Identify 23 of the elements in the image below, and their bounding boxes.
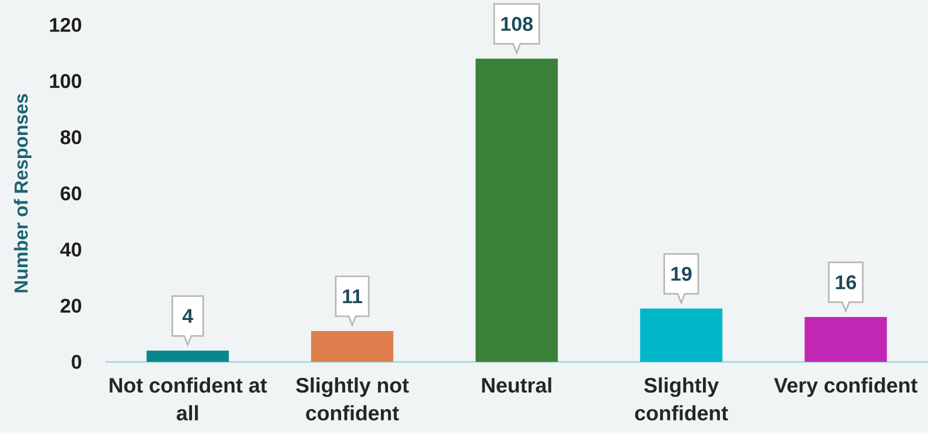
x-tick-label: Slightly not confident — [296, 378, 409, 421]
data-label: 19 — [671, 266, 692, 282]
bar — [476, 58, 558, 362]
x-tick-label: Very confident — [774, 378, 918, 397]
bar — [804, 317, 887, 362]
y-tick-label: 80 — [60, 130, 82, 144]
y-tick-label: 20 — [60, 298, 82, 313]
bar — [311, 331, 394, 362]
data-label: 4 — [182, 309, 194, 323]
data-label: 16 — [836, 275, 856, 290]
data-label: 108 — [501, 17, 533, 32]
bar — [640, 308, 722, 362]
x-tick-label: Slightly confident — [635, 378, 728, 421]
data-label: 11 — [342, 290, 362, 304]
y-tick-label: 120 — [50, 18, 82, 32]
y-tick-label: 100 — [50, 74, 82, 88]
y-tick-label: 40 — [60, 242, 82, 257]
y-tick-label: 60 — [60, 186, 82, 201]
bar — [146, 350, 229, 362]
y-axis-title: Number of Responses — [14, 94, 32, 292]
y-tick-label: 0 — [72, 355, 82, 370]
x-tick-label: Not confident at all — [110, 378, 267, 421]
x-tick-label: Neutral — [482, 378, 552, 393]
